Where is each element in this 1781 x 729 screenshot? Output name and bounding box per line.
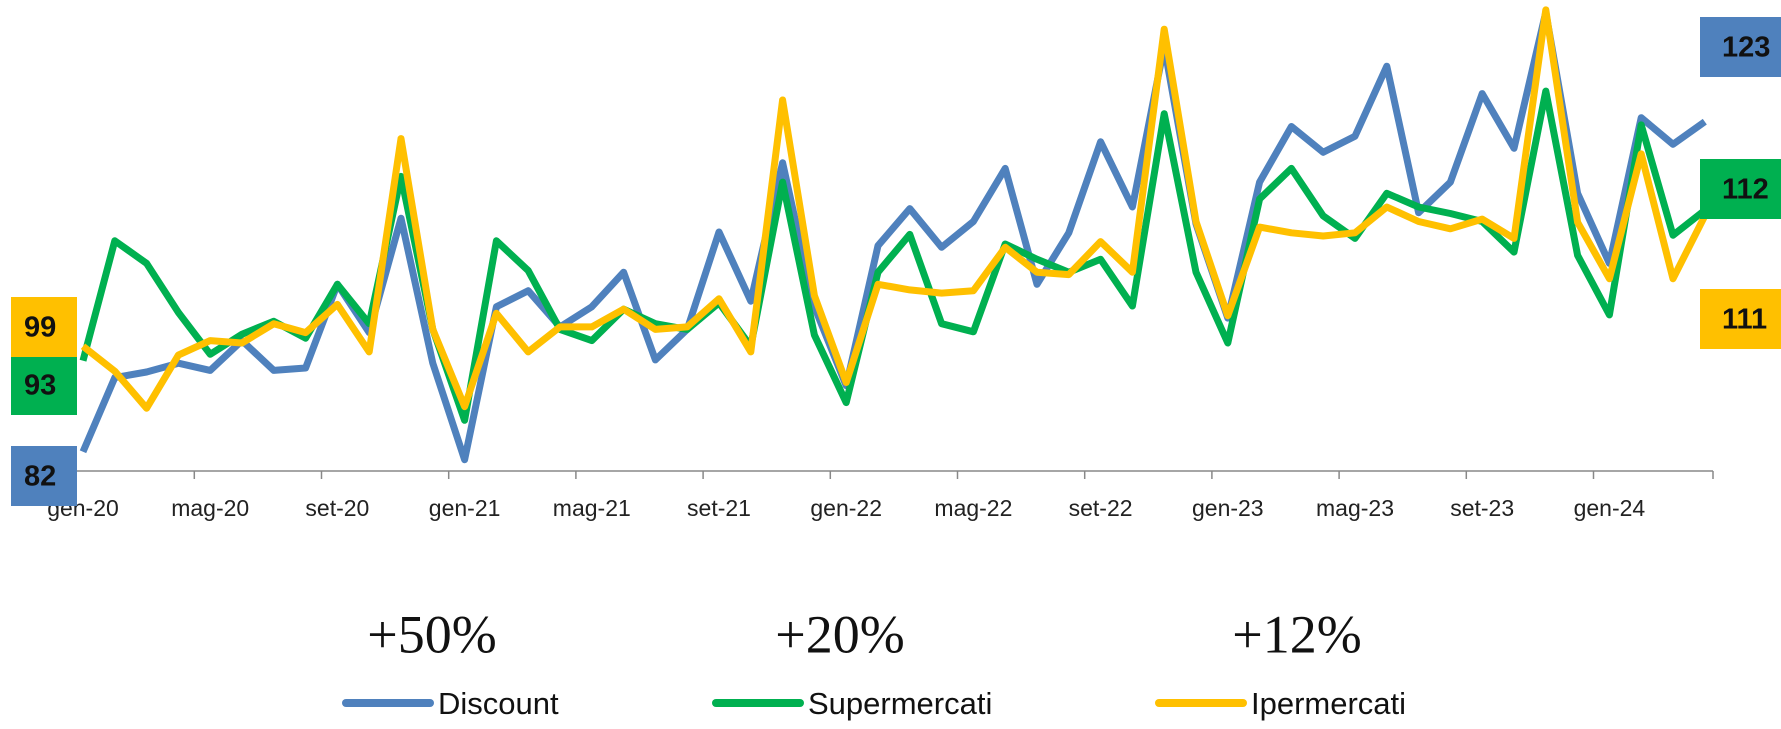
- start-label: 82: [24, 461, 56, 493]
- start-label-box: [11, 355, 77, 415]
- x-tick-label: gen-23: [1192, 495, 1264, 521]
- series-line: [79, 87, 1707, 424]
- x-tick-label: mag-23: [1316, 495, 1394, 521]
- start-label-box: [11, 297, 77, 357]
- end-label: 123: [1722, 32, 1770, 64]
- series-line: [80, 6, 1708, 412]
- x-tick-label: set-22: [1069, 495, 1133, 521]
- end-label-box: [1700, 289, 1781, 349]
- x-tick-label: mag-21: [553, 495, 631, 521]
- x-tick-label: set-21: [687, 495, 751, 521]
- change-annotation: +12%: [1232, 604, 1361, 664]
- start-label-box: [11, 446, 77, 506]
- end-label: 111: [1722, 304, 1767, 336]
- x-tick-label: set-23: [1450, 495, 1514, 521]
- start-label: 93: [24, 370, 56, 402]
- x-tick-label: mag-20: [171, 495, 249, 521]
- x-tick-label: gen-22: [810, 495, 882, 521]
- end-label-box: [1700, 159, 1781, 219]
- change-annotation: +50%: [367, 604, 496, 664]
- series-line: [79, 8, 1707, 464]
- x-tick-label: gen-24: [1574, 495, 1646, 521]
- start-label: 99: [24, 312, 56, 344]
- end-label-box: [1700, 17, 1781, 77]
- legend-label: Discount: [438, 686, 559, 721]
- x-tick-label: set-20: [305, 495, 369, 521]
- legend-label: Ipermercati: [1251, 686, 1406, 721]
- x-tick-label: gen-21: [429, 495, 501, 521]
- end-label: 112: [1722, 174, 1769, 206]
- x-tick-label: mag-22: [934, 495, 1012, 521]
- change-annotation: +20%: [775, 604, 904, 664]
- legend-label: Supermercati: [808, 686, 992, 721]
